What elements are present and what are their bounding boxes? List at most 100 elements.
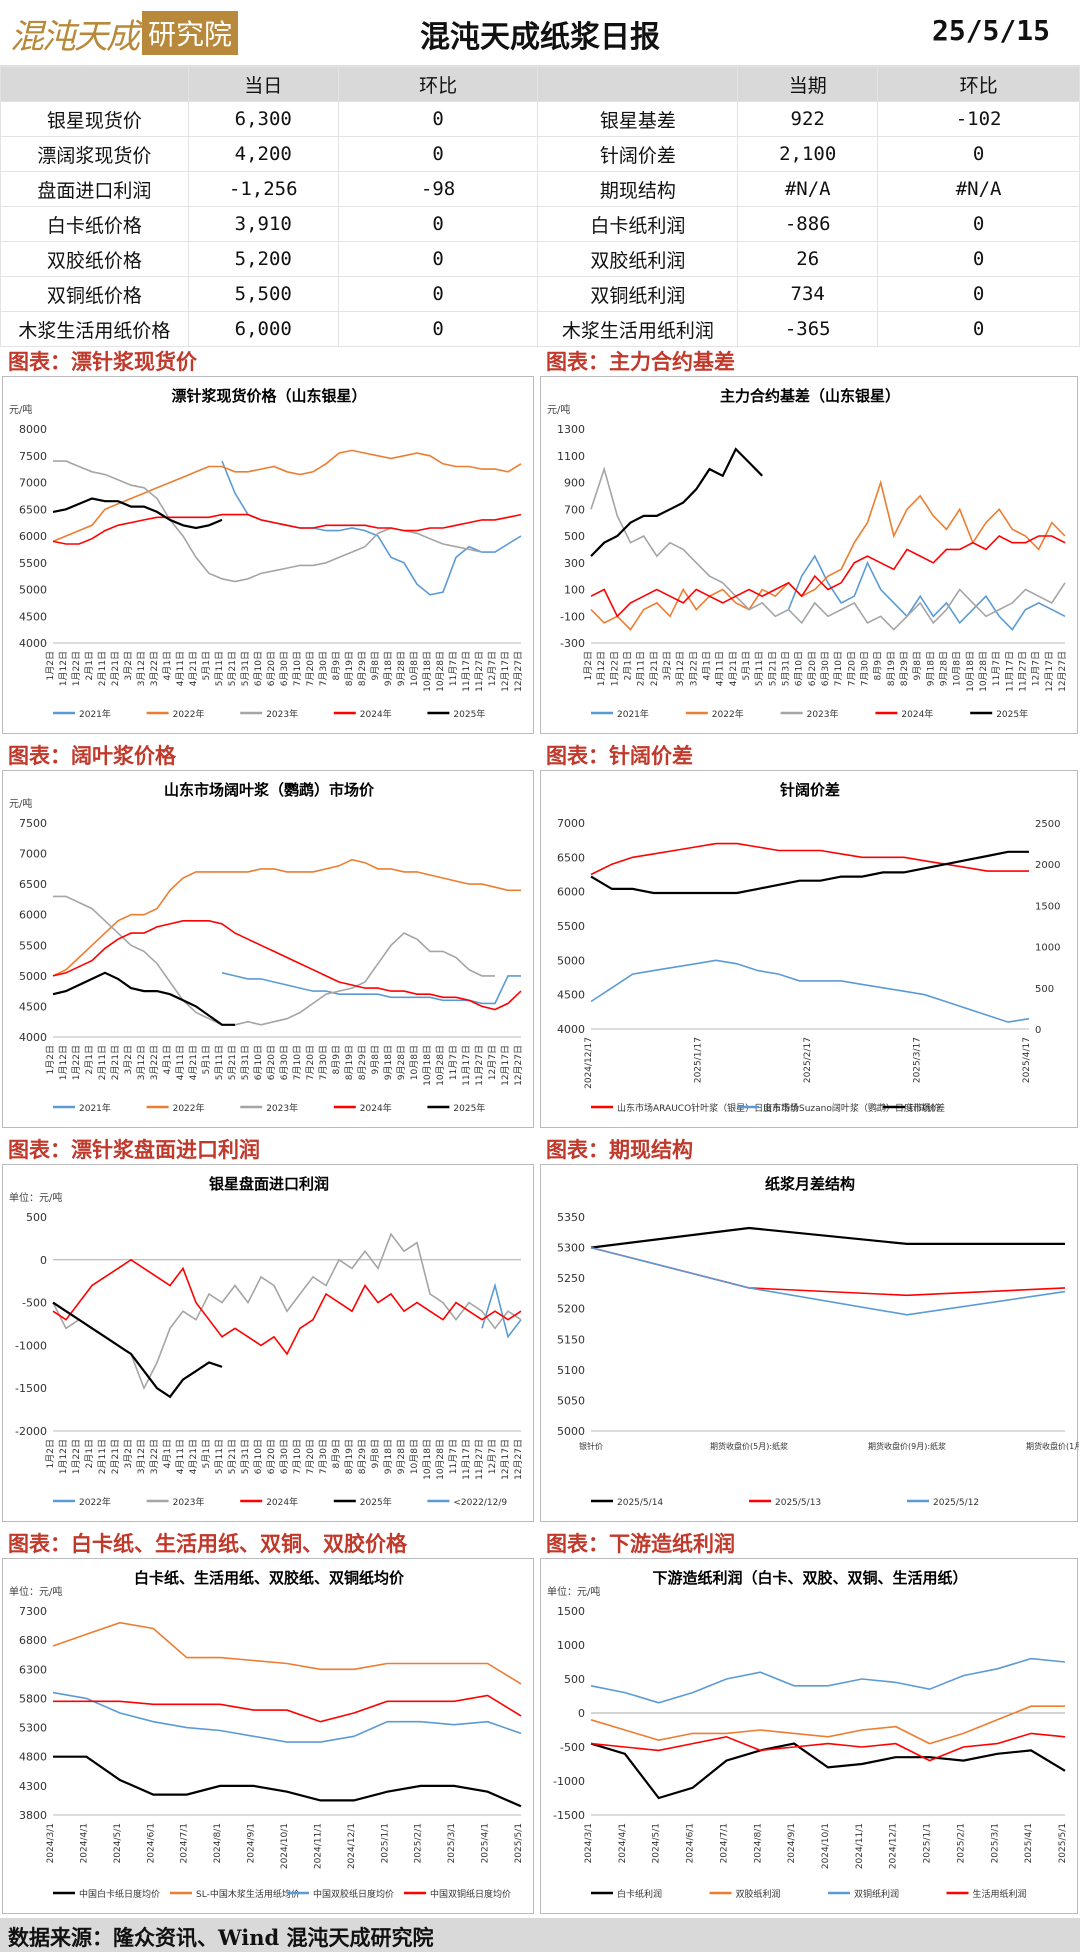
legend-label: 2025年 [453,708,485,720]
series-line-双铜纸利润 [590,1657,1066,1704]
x-tick-label: 10月18日 [965,651,976,692]
x-tick-label: 5月31日 [240,1439,251,1474]
y-tick-label: 100 [564,584,585,597]
section-title-hardwood: 图表：阔叶浆价格 [8,743,176,768]
x-tick-label: 10月28日 [435,651,446,692]
series-line-生活用纸利润 [590,1732,1066,1762]
y2-tick-label: 1500 [1035,901,1060,912]
x-tick-label: 8月9日 [873,651,884,680]
x-tick-label: 11月7日 [448,1045,459,1080]
x-tick-label: 1月12日 [58,1439,69,1474]
y-tick-label: 6000 [19,530,47,543]
x-tick-label: 5月1日 [201,651,212,680]
x-tick-label: 11月17日 [461,1439,472,1480]
x-tick-label: 3月22日 [149,651,160,686]
summary-header-row: 当日 环比 当期 环比 [0,66,1080,102]
y-tick-label: 5500 [19,557,47,570]
summary-cell: 白卡纸价格 [0,206,189,242]
legend-label: 双胶纸利润 [736,1888,781,1900]
legend-label: 2023年 [173,1496,205,1508]
series-line-中国白卡纸日度均价 [53,1755,522,1808]
spread-chart: 针阔价差 4000 4500 5000 5500 6000 6500 7000 0 500 1000… [557,781,1060,1114]
x-tick-label: 7月30日 [860,651,871,686]
x-tick-label: 4月1日 [162,651,173,680]
legend-label: 2024年 [901,708,933,720]
x-tick-label: 11月7日 [448,651,459,686]
y-axis-unit: 元/吨 [9,797,32,810]
summary-cell: -1,256 [187,171,339,207]
x-tick-label: 2024/3/1 [584,1823,594,1863]
y-tick-label: 5300 [557,1242,585,1255]
x-tick-label: 2024/9/1 [787,1823,797,1863]
x-tick-label: 2025/4/1 [481,1823,491,1863]
x-tick-label: 1月22日 [609,651,620,686]
legend-label: 2022年 [79,1496,111,1508]
x-tick-label: 2月11日 [636,651,647,686]
x-tick-label: 2024/10/1 [280,1823,290,1869]
legend-label: 2021年 [617,708,649,720]
chart-title: 针阔价差 [780,781,840,799]
x-tick-label: 7月30日 [318,1045,329,1080]
legend-label: 中国白卡纸日度均价 [79,1888,160,1900]
x-tick-label: 3月2日 [123,651,134,680]
legend-label: 2024年 [266,1496,298,1508]
x-tick-label: 1月22日 [71,651,82,686]
x-tick-label: 2025/3/1 [447,1823,457,1863]
x-tick-label: 12月17日 [500,1045,511,1086]
chart-title: 白卡纸、生活用纸、双胶纸、双铜纸均价 [134,1569,405,1587]
x-tick-label: 1月22日 [71,1045,82,1080]
series-line-2022年 [481,1282,522,1339]
y-tick-label: 4300 [19,1780,47,1793]
series-line-2025514 [590,1226,1065,1249]
summary-cell: 0 [337,206,539,242]
y-tick-label: 7300 [19,1605,47,1618]
legend-label: 2025年 [360,1496,392,1508]
y-tick-label: 6800 [19,1634,47,1647]
section-title-paper-profits: 图表：下游造纸利润 [546,1531,735,1556]
legend-label: 双铜纸利润 [854,1888,899,1900]
x-tick-label: 7月10日 [292,1045,303,1080]
x-tick-label: 12月17日 [500,651,511,692]
y-tick-label: -1500 [553,1809,585,1822]
legend-label: 2023年 [266,708,298,720]
legend-label: 白卡纸利润 [617,1888,662,1900]
y2-tick-label: 2500 [1035,819,1060,830]
x-tick-label: 3月2日 [123,1045,134,1074]
series-line-山东市场ARAUCO针叶浆银星日度市场价 [590,842,1029,876]
x-tick-label: 12月27日 [513,651,524,692]
x-tick-label: 2025/2/1 [414,1823,424,1863]
header-cell: 环比 [337,66,539,102]
summary-row: 木浆生活用纸价格 6,000 0 木浆生活用纸利润 -365 0 [0,311,1080,347]
series-line-中国双胶纸日度均价 [52,1691,522,1743]
x-tick-label: 11月27日 [474,1439,485,1480]
summary-cell: 5,200 [187,241,339,277]
summary-cell: 26 [737,241,879,277]
x-tick-label: 4月11日 [715,651,726,686]
summary-cell: 0 [337,101,539,137]
y-tick-label: 4000 [19,1031,47,1044]
x-tick-label: 1月12日 [58,1045,69,1080]
y-tick-label: -500 [560,1741,585,1754]
logo-box-text: 研究院 [142,11,239,55]
report-date: 25/5/15 [931,14,1050,47]
x-tick-label: 11月27日 [474,651,485,692]
nbsk-spot-chart: 漂针浆现货价格（山东银星） 元/吨 4000 4500 5000 5500 6000 6500… [9,387,524,720]
header-cell: 当期 [737,66,879,102]
x-tick-label: 2025/2/1 [956,1823,966,1863]
y-tick-label: 4800 [19,1751,47,1764]
x-tick-label: 10月8日 [409,1045,420,1080]
x-tick-label: 1月22日 [71,1439,82,1474]
series-line-2025年 [590,447,763,557]
x-tick-label: 2024/11/1 [855,1823,865,1869]
summary-cell: 针阔价差 [537,136,739,172]
summary-row: 白卡纸价格 3,910 0 白卡纸利润 -886 0 [0,206,1080,242]
data-source-footer: 数据来源：隆众资讯、Wind 混沌天成研究院 [0,1918,1080,1952]
summary-cell: 0 [337,311,539,347]
summary-cell: 0 [877,311,1080,347]
x-tick-label: 4月21日 [728,651,739,686]
summary-cell: 0 [337,241,539,277]
summary-cell: 木浆生活用纸利润 [537,311,739,347]
x-tick-label: 2024/5/1 [113,1823,123,1863]
x-tick-label: 7月30日 [318,651,329,686]
header-cell: 环比 [877,66,1080,102]
